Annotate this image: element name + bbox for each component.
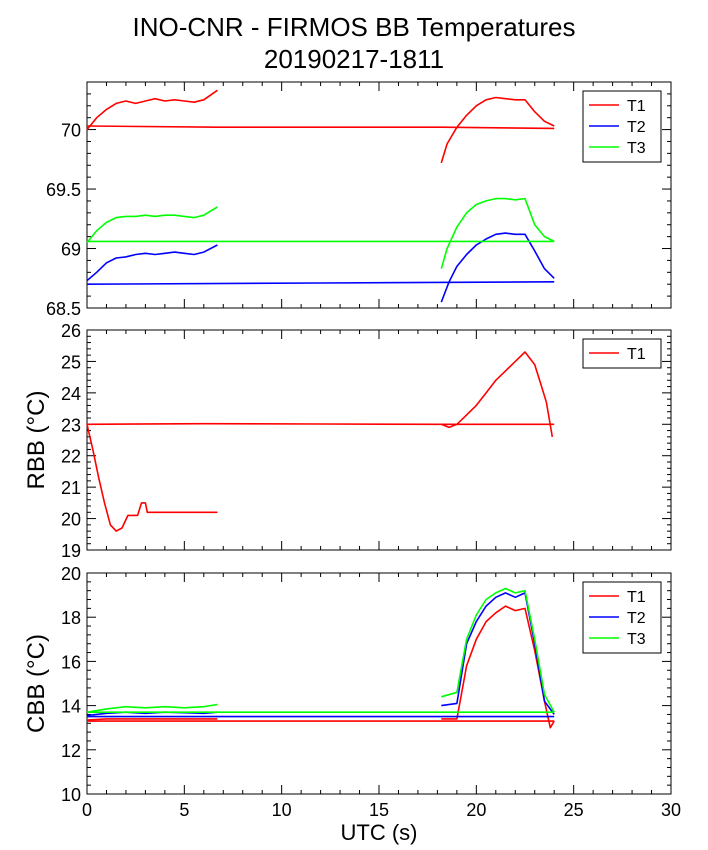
middle-y-tick-label: 19 bbox=[61, 541, 81, 561]
top-series-T2 bbox=[86, 280, 555, 286]
top-series-T1 bbox=[86, 89, 218, 131]
middle-y-tick-label: 22 bbox=[61, 447, 81, 467]
middle-y-tick-label: 21 bbox=[61, 478, 81, 498]
bottom-x-tick-label: 0 bbox=[82, 800, 92, 820]
bottom-legend-label: T2 bbox=[627, 610, 646, 627]
bottom-y-tick-label: 12 bbox=[61, 741, 81, 761]
top-y-tick-label: 70 bbox=[61, 121, 81, 141]
middle-y-tick-label: 20 bbox=[61, 510, 81, 530]
chart-title: INO-CNR - FIRMOS BB Temperatures bbox=[132, 12, 576, 42]
top-series-T1 bbox=[440, 96, 555, 164]
bottom-x-tick-label: 25 bbox=[564, 800, 584, 820]
bottom-y-tick-label: 18 bbox=[61, 608, 81, 628]
bottom-x-tick-label: 30 bbox=[661, 800, 681, 820]
middle-y-axis-label: RBB (°C) bbox=[23, 391, 50, 490]
bottom-y-tick-label: 10 bbox=[61, 785, 81, 805]
bottom-series-T3 bbox=[441, 587, 555, 713]
middle-legend-label: T1 bbox=[627, 346, 646, 363]
top-series-T2 bbox=[86, 244, 218, 282]
bottom-series-T3 bbox=[86, 703, 218, 713]
middle-y-tick-label: 24 bbox=[61, 384, 81, 404]
bottom-x-tick-label: 5 bbox=[179, 800, 189, 820]
top-y-tick-label: 69.5 bbox=[46, 180, 81, 200]
top-legend-label: T1 bbox=[627, 98, 646, 115]
bottom-x-tick-label: 15 bbox=[369, 800, 389, 820]
bottom-x-tick-label: 20 bbox=[466, 800, 486, 820]
top-legend-label: T2 bbox=[627, 119, 646, 136]
middle-y-tick-label: 26 bbox=[61, 321, 81, 341]
bottom-legend-label: T3 bbox=[627, 631, 646, 648]
middle-series-T1 bbox=[441, 351, 554, 438]
top-series-T1 bbox=[86, 125, 555, 130]
bottom-y-axis-label: CBB (°C) bbox=[23, 634, 50, 733]
middle-y-tick-label: 23 bbox=[61, 415, 81, 435]
bottom-x-axis-label: UTC (s) bbox=[341, 820, 418, 845]
middle-series-T1 bbox=[86, 424, 218, 532]
bottom-series-T1 bbox=[86, 718, 218, 721]
top-y-tick-label: 69 bbox=[61, 240, 81, 260]
bottom-y-tick-label: 16 bbox=[61, 652, 81, 672]
middle-series-T1 bbox=[86, 422, 555, 426]
middle-y-tick-label: 25 bbox=[61, 352, 81, 372]
top-series-T2 bbox=[440, 232, 555, 303]
bottom-series-T2 bbox=[441, 592, 555, 715]
bottom-y-tick-label: 20 bbox=[61, 564, 81, 584]
top-series-T3 bbox=[86, 206, 218, 244]
top-series-T3 bbox=[440, 197, 555, 269]
bottom-y-tick-label: 14 bbox=[61, 697, 81, 717]
bottom-x-tick-label: 10 bbox=[272, 800, 292, 820]
bottom-series-T1 bbox=[441, 605, 555, 729]
bottom-legend-label: T1 bbox=[627, 589, 646, 606]
top-legend-label: T3 bbox=[627, 140, 646, 157]
top-y-tick-label: 68.5 bbox=[46, 299, 81, 319]
chart-subtitle: 20190217-1811 bbox=[263, 44, 445, 74]
